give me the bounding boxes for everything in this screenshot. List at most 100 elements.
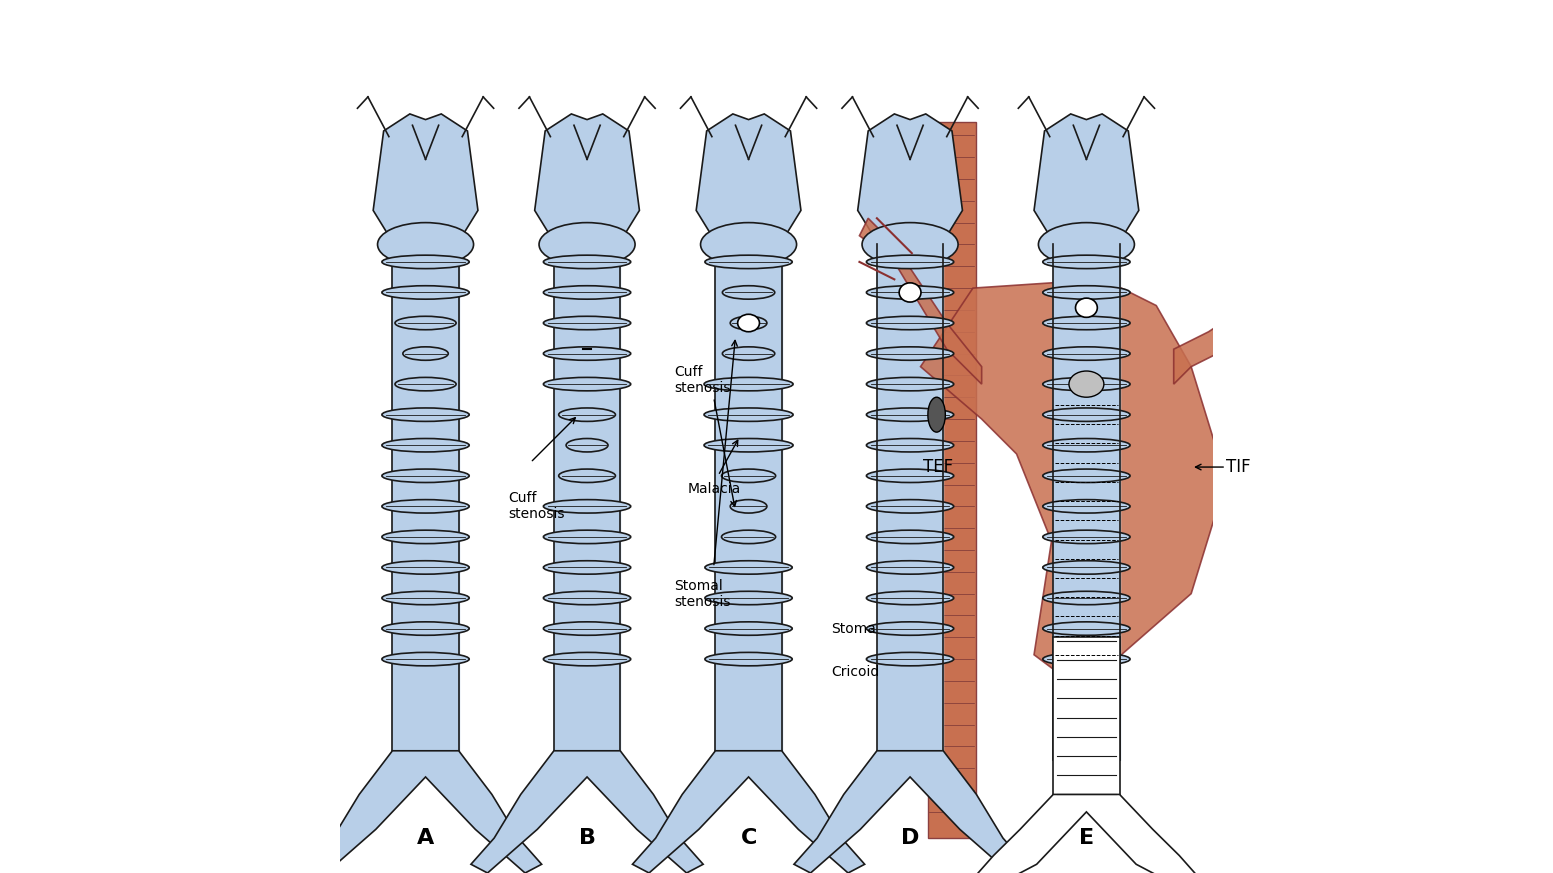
Ellipse shape: [867, 285, 954, 299]
Text: Cricoid: Cricoid: [831, 665, 879, 679]
Ellipse shape: [730, 499, 767, 513]
Polygon shape: [1174, 297, 1270, 384]
Ellipse shape: [382, 408, 469, 422]
Polygon shape: [859, 218, 981, 384]
Ellipse shape: [867, 316, 954, 330]
Ellipse shape: [705, 591, 792, 605]
Ellipse shape: [1042, 408, 1131, 422]
Ellipse shape: [1042, 530, 1131, 544]
Ellipse shape: [1042, 469, 1131, 483]
Text: TIF: TIF: [1227, 458, 1250, 476]
Ellipse shape: [544, 499, 631, 513]
Text: Stoma: Stoma: [831, 622, 876, 636]
Ellipse shape: [1042, 285, 1131, 299]
Ellipse shape: [1042, 591, 1131, 605]
Ellipse shape: [722, 347, 775, 361]
Ellipse shape: [382, 255, 469, 269]
Ellipse shape: [394, 316, 457, 330]
Ellipse shape: [382, 591, 469, 605]
Ellipse shape: [544, 652, 631, 666]
Ellipse shape: [867, 438, 954, 452]
Ellipse shape: [544, 530, 631, 544]
Ellipse shape: [927, 397, 946, 432]
Ellipse shape: [1076, 299, 1098, 318]
Polygon shape: [921, 279, 1227, 681]
Ellipse shape: [867, 530, 954, 544]
Ellipse shape: [705, 255, 792, 269]
Bar: [927, 122, 975, 838]
Ellipse shape: [544, 560, 631, 574]
Ellipse shape: [402, 347, 449, 361]
Text: E: E: [1079, 828, 1093, 848]
Polygon shape: [632, 751, 865, 873]
Ellipse shape: [1042, 255, 1131, 269]
Ellipse shape: [1039, 223, 1134, 266]
Ellipse shape: [1042, 622, 1131, 636]
Ellipse shape: [382, 560, 469, 574]
Ellipse shape: [559, 469, 615, 483]
Ellipse shape: [722, 285, 775, 299]
Polygon shape: [857, 113, 963, 244]
Ellipse shape: [867, 560, 954, 574]
Ellipse shape: [704, 408, 794, 422]
Ellipse shape: [738, 314, 759, 332]
Ellipse shape: [1042, 652, 1131, 666]
Polygon shape: [696, 113, 801, 244]
Ellipse shape: [1068, 371, 1104, 397]
Ellipse shape: [382, 530, 469, 544]
Ellipse shape: [705, 622, 792, 636]
Ellipse shape: [867, 347, 954, 361]
Ellipse shape: [567, 438, 609, 452]
Ellipse shape: [544, 377, 631, 391]
Ellipse shape: [539, 223, 635, 266]
Ellipse shape: [867, 408, 954, 422]
Ellipse shape: [704, 438, 794, 452]
Ellipse shape: [730, 316, 767, 330]
Text: C: C: [741, 828, 756, 848]
Text: TEF: TEF: [922, 458, 954, 476]
Ellipse shape: [1042, 316, 1131, 330]
Ellipse shape: [544, 255, 631, 269]
Ellipse shape: [544, 347, 631, 361]
Ellipse shape: [544, 316, 631, 330]
Polygon shape: [309, 751, 542, 873]
Ellipse shape: [899, 283, 921, 302]
Ellipse shape: [382, 285, 469, 299]
Ellipse shape: [700, 223, 797, 266]
Ellipse shape: [867, 622, 954, 636]
Text: D: D: [901, 828, 919, 848]
Ellipse shape: [867, 255, 954, 269]
Ellipse shape: [705, 560, 792, 574]
Polygon shape: [794, 751, 1027, 873]
Ellipse shape: [1042, 499, 1131, 513]
Ellipse shape: [705, 652, 792, 666]
Ellipse shape: [722, 530, 775, 544]
Ellipse shape: [1042, 347, 1131, 361]
Ellipse shape: [382, 438, 469, 452]
Ellipse shape: [382, 622, 469, 636]
Text: Stomal
stenosis: Stomal stenosis: [674, 579, 731, 608]
Ellipse shape: [867, 469, 954, 483]
Ellipse shape: [862, 223, 958, 266]
Ellipse shape: [544, 285, 631, 299]
Ellipse shape: [1042, 560, 1131, 574]
Bar: [1053, 637, 1120, 803]
Text: Cuff
stenosis: Cuff stenosis: [674, 365, 731, 395]
Text: B: B: [579, 828, 595, 848]
Text: Cuff
stenosis: Cuff stenosis: [508, 491, 565, 521]
Polygon shape: [1034, 113, 1138, 244]
Ellipse shape: [1042, 377, 1131, 391]
Ellipse shape: [382, 499, 469, 513]
Polygon shape: [373, 113, 478, 244]
Ellipse shape: [1042, 438, 1131, 452]
Text: A: A: [416, 828, 435, 848]
Polygon shape: [534, 113, 640, 244]
Ellipse shape: [867, 499, 954, 513]
Ellipse shape: [382, 652, 469, 666]
Ellipse shape: [867, 591, 954, 605]
Ellipse shape: [544, 591, 631, 605]
Ellipse shape: [722, 469, 775, 483]
Ellipse shape: [382, 469, 469, 483]
Polygon shape: [971, 794, 1202, 873]
Text: Malacia: Malacia: [688, 482, 741, 496]
